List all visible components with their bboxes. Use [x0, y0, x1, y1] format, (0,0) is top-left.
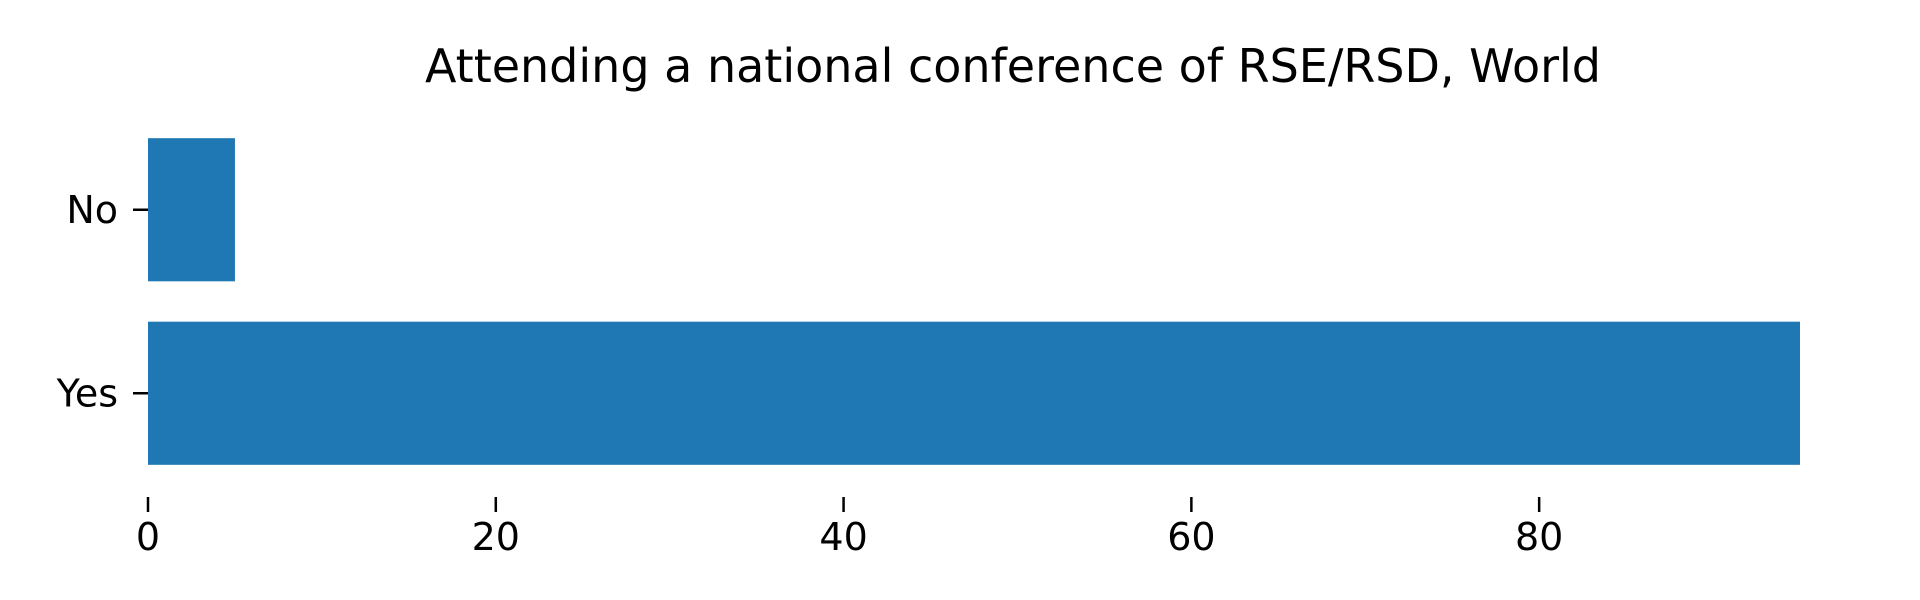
- bars-layer: [148, 138, 1800, 465]
- y-tick-label-no: No: [66, 188, 118, 232]
- x-tick-label-60: 60: [1167, 515, 1215, 559]
- bar-no: [148, 138, 235, 282]
- x-tick-label-0: 0: [136, 515, 160, 559]
- x-tick-label-20: 20: [472, 515, 520, 559]
- y-axis: No Yes: [56, 188, 148, 415]
- chart-title: Attending a national conference of RSE/R…: [425, 39, 1601, 93]
- x-tick-label-80: 80: [1515, 515, 1563, 559]
- bar-yes: [148, 321, 1800, 465]
- x-tick-label-40: 40: [819, 515, 867, 559]
- x-axis: 0 20 40 60 80: [136, 497, 1563, 559]
- y-tick-label-yes: Yes: [56, 371, 118, 415]
